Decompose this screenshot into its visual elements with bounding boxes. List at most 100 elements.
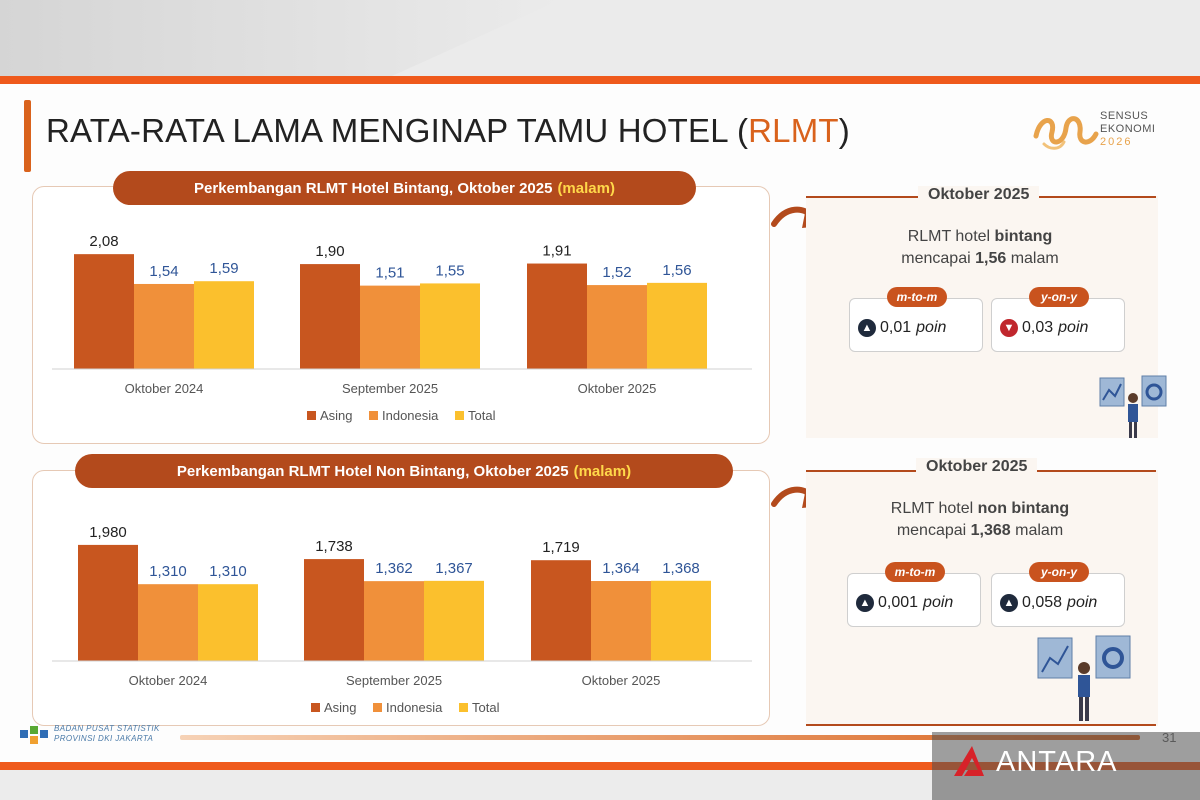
bar-total bbox=[651, 580, 711, 661]
mtm-number: 0,01 bbox=[880, 319, 912, 336]
title-highlight: RLMT bbox=[748, 112, 839, 149]
title-accent-bar bbox=[24, 100, 31, 172]
yoy-label: y-on-y bbox=[1029, 562, 1089, 582]
pill-text: Perkembangan RLMT Hotel Non Bintang, Okt… bbox=[176, 462, 569, 480]
legend-label: Indonesia bbox=[382, 408, 439, 423]
bar-asing bbox=[527, 263, 587, 369]
pill-text: Perkembangan RLMT Hotel Bintang, Oktober… bbox=[194, 179, 553, 197]
org-line-1: BADAN PUSAT STATISTIK bbox=[54, 724, 160, 733]
bps-footer-text: BADAN PUSAT STATISTIK PROVINSI DKI JAKAR… bbox=[54, 724, 160, 744]
analyst-illustration-icon bbox=[1099, 375, 1167, 438]
chart-title-pill-non-bintang: Perkembangan RLMT Hotel Non Bintang, Okt… bbox=[75, 454, 733, 488]
x-tick-label: Oktober 2025 bbox=[582, 673, 661, 688]
info-summary: RLMT hotel bintang mencapai 1,56 malam bbox=[810, 226, 1150, 270]
bar-total bbox=[647, 282, 707, 369]
bar-chart-bintang: 2,08 1,54 1,59 Oktober 2024 1,90 1,51 1,55 Sept… bbox=[52, 233, 752, 423]
bar-indonesia bbox=[364, 581, 424, 661]
yoy-number: 0,03 bbox=[1022, 319, 1054, 336]
arrow-up-icon: ▲ bbox=[856, 594, 874, 612]
x-tick-label: September 2025 bbox=[342, 381, 438, 396]
bps-logo bbox=[20, 726, 48, 744]
arrow-up-icon: ▲ bbox=[858, 319, 876, 337]
org-line-2: PROVINSI DKI JAKARTA bbox=[54, 734, 154, 743]
watermark-text: ANTARA bbox=[996, 746, 1118, 778]
bar-total bbox=[420, 283, 480, 369]
data-label: 1,719 bbox=[542, 539, 580, 556]
mtm-box: m-to-m ▲ 0,01 poin bbox=[849, 287, 983, 352]
data-label: 1,91 bbox=[542, 243, 571, 260]
legend-label: Indonesia bbox=[386, 700, 443, 715]
yoy-unit: poin bbox=[1067, 594, 1098, 611]
logo-text: SENSUS EKONOMI 2026 bbox=[1100, 110, 1155, 149]
info-summary: RLMT hotel non bintang mencapai 1,368 ma… bbox=[810, 498, 1150, 542]
data-label: 1,54 bbox=[149, 263, 178, 280]
summary-text: mencapai bbox=[896, 522, 971, 539]
legend-swatch bbox=[369, 411, 378, 420]
bar-indonesia bbox=[591, 581, 651, 661]
data-label: 1,738 bbox=[315, 538, 353, 555]
x-tick-label: September 2025 bbox=[346, 673, 442, 688]
x-tick-label: Oktober 2024 bbox=[129, 673, 208, 688]
bar-total bbox=[198, 584, 258, 661]
mtm-label: m-to-m bbox=[885, 562, 945, 582]
mtm-unit: poin bbox=[923, 594, 954, 611]
arrow-down-icon: ▼ bbox=[1000, 319, 1018, 337]
data-label: 1,980 bbox=[89, 524, 127, 541]
bar-total bbox=[194, 281, 254, 369]
data-label: 1,310 bbox=[209, 563, 247, 580]
top-shade bbox=[0, 0, 560, 76]
legend-swatch bbox=[455, 411, 464, 420]
data-label: 1,52 bbox=[602, 264, 631, 281]
mtm-value: ▲ 0,01 poin bbox=[858, 319, 946, 337]
yoy-value: ▼ 0,03 poin bbox=[1000, 319, 1088, 337]
legend-swatch bbox=[459, 703, 468, 712]
legend-label: Asing bbox=[320, 408, 353, 423]
mtm-number: 0,001 bbox=[878, 594, 919, 611]
bar-chart-non-bintang: 1,980 1,310 1,310 Oktober 2024 1,738 1,362 1,3… bbox=[52, 524, 752, 715]
yoy-box: y-on-y ▼ 0,03 poin bbox=[991, 287, 1125, 352]
mtm-box: m-to-m ▲ 0,001 poin bbox=[847, 562, 981, 627]
mtm-value: ▲ 0,001 poin bbox=[856, 594, 953, 612]
bar-indonesia bbox=[587, 285, 647, 369]
sensus-ekonomi-logo bbox=[1033, 116, 1099, 150]
top-background bbox=[0, 0, 1200, 76]
legend-label: Total bbox=[472, 700, 500, 715]
summary-value: 1,56 bbox=[975, 250, 1007, 267]
data-label: 1,310 bbox=[149, 563, 187, 580]
logo-line-1: SENSUS bbox=[1100, 110, 1149, 122]
mtm-label: m-to-m bbox=[887, 287, 947, 307]
data-label: 1,362 bbox=[375, 560, 413, 577]
logo-line-2: EKONOMI bbox=[1100, 123, 1156, 135]
summary-bold: bintang bbox=[994, 228, 1053, 245]
bar-asing bbox=[300, 264, 360, 369]
bar-asing bbox=[531, 560, 591, 661]
bar-asing bbox=[304, 559, 364, 661]
footer-rule bbox=[180, 735, 1140, 740]
bar-indonesia bbox=[138, 584, 198, 661]
summary-bold: non bintang bbox=[977, 500, 1070, 517]
legend-swatch bbox=[373, 703, 382, 712]
logo-line-3: 2026 bbox=[1100, 136, 1133, 148]
summary-text: mencapai bbox=[901, 250, 976, 267]
yoy-box: y-on-y ▲ 0,058 poin bbox=[991, 562, 1125, 627]
data-label: 1,59 bbox=[209, 260, 238, 277]
legend-label: Asing bbox=[324, 700, 357, 715]
yoy-number: 0,058 bbox=[1022, 594, 1063, 611]
summary-text: malam bbox=[1006, 250, 1059, 267]
summary-value: 1,368 bbox=[970, 522, 1011, 539]
slide-title: RATA-RATA LAMA MENGINAP TAMU HOTEL (RLMT… bbox=[46, 112, 850, 150]
data-label: 2,08 bbox=[89, 233, 118, 250]
summary-text: RLMT hotel bbox=[907, 228, 995, 245]
title-main: RATA-RATA LAMA MENGINAP TAMU HOTEL ( bbox=[46, 112, 749, 149]
yoy-label: y-on-y bbox=[1029, 287, 1089, 307]
yoy-unit: poin bbox=[1058, 319, 1089, 336]
info-heading: Oktober 2025 bbox=[916, 458, 1038, 476]
data-label: 1,56 bbox=[662, 262, 691, 279]
data-label: 1,364 bbox=[602, 560, 640, 577]
x-tick-label: Oktober 2025 bbox=[578, 381, 657, 396]
yoy-value: ▲ 0,058 poin bbox=[1000, 594, 1097, 612]
chart-title-pill-bintang: Perkembangan RLMT Hotel Bintang, Oktober… bbox=[113, 171, 696, 205]
bar-indonesia bbox=[134, 283, 194, 369]
legend-swatch bbox=[311, 703, 320, 712]
antara-logo-icon bbox=[954, 746, 984, 776]
